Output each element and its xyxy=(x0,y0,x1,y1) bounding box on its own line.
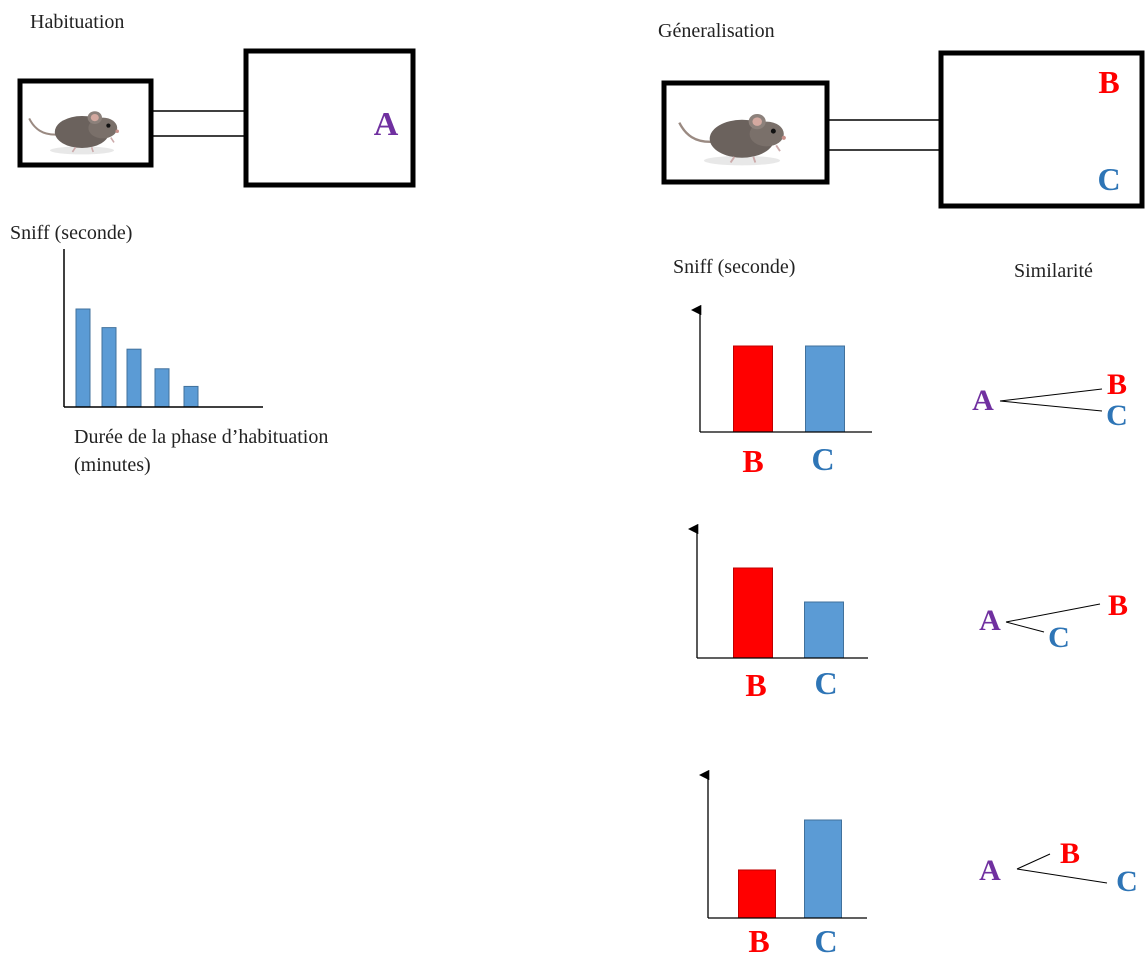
habituation-x-label-line1: Durée de la phase d’habituation xyxy=(74,426,328,448)
similarity-a: A xyxy=(972,384,994,417)
generalisation-title: Géneralisation xyxy=(658,20,775,42)
odor-chamber xyxy=(938,50,1145,209)
bar-label-c: C xyxy=(814,923,837,958)
bar-5 xyxy=(183,385,199,408)
link-a-c xyxy=(1016,868,1108,884)
bar-b xyxy=(733,567,773,659)
similarity-header: Similarité xyxy=(1014,260,1093,282)
similarity-b: B xyxy=(1060,837,1080,870)
bar-label-c: C xyxy=(811,441,834,477)
similarity-diagram-3: A B C xyxy=(979,837,1138,898)
generalisation-chart-3 xyxy=(698,769,867,919)
bar-b xyxy=(738,869,776,919)
habituation-y-label: Sniff (seconde) xyxy=(10,222,132,244)
mouse-chamber xyxy=(661,80,830,185)
similarity-diagram-2: A B C xyxy=(979,589,1128,654)
similarity-a: A xyxy=(979,854,1001,887)
link-a-c xyxy=(999,400,1103,412)
similarity-c: C xyxy=(1048,621,1070,654)
generalisation-chart-2 xyxy=(687,523,868,659)
bar-label-b: B xyxy=(748,923,769,958)
generalisation-apparatus: B C xyxy=(661,50,1145,209)
bar-label-c: C xyxy=(814,665,837,701)
odor-chamber xyxy=(243,48,416,188)
similarity-a: A xyxy=(979,604,1001,637)
bar-4 xyxy=(154,368,170,408)
bar-b xyxy=(733,345,773,433)
link-a-c xyxy=(1005,621,1045,633)
bar-c xyxy=(805,345,845,433)
bar-3 xyxy=(126,348,142,408)
bar-label-b: B xyxy=(745,667,766,703)
link-a-b xyxy=(1005,603,1101,623)
link-a-b xyxy=(1016,853,1051,870)
bar-1 xyxy=(75,308,91,408)
similarity-b: B xyxy=(1108,589,1128,622)
habituation-apparatus: A xyxy=(17,48,416,188)
odor-label-b: B xyxy=(1098,64,1119,100)
bar-label-b: B xyxy=(742,443,763,479)
bar-c xyxy=(804,601,844,659)
link-a-b xyxy=(999,388,1103,402)
similarity-c: C xyxy=(1116,865,1138,898)
similarity-b: B xyxy=(1107,368,1127,401)
sniff-header: Sniff (seconde) xyxy=(673,256,795,278)
bar-2 xyxy=(101,327,117,408)
odor-label-c: C xyxy=(1097,161,1120,197)
generalisation-chart-1 xyxy=(690,304,872,433)
habituation-title: Habituation xyxy=(30,11,124,33)
similarity-diagram-1: A B C xyxy=(972,368,1128,432)
bar-c xyxy=(804,819,842,919)
habituation-x-label-line2: (minutes) xyxy=(74,454,151,476)
habituation-chart xyxy=(63,249,263,408)
similarity-c: C xyxy=(1106,399,1128,432)
odor-label-a: A xyxy=(374,106,399,143)
